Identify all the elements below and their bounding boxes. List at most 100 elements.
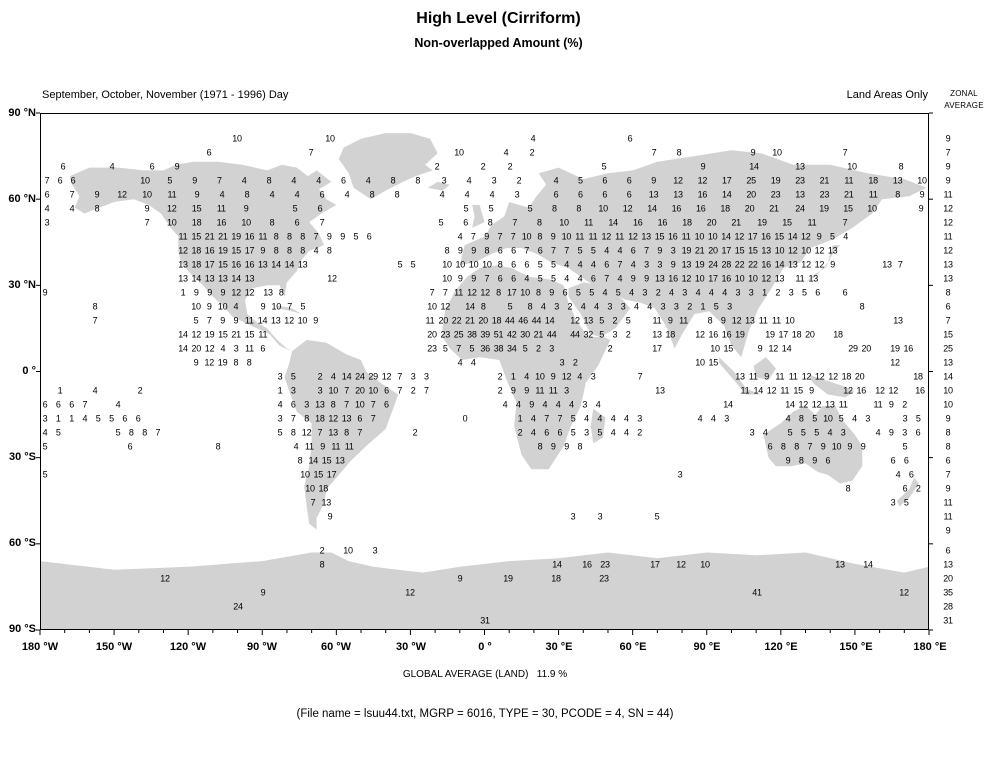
grid-value: 4 bbox=[439, 189, 445, 200]
grid-value: 6 bbox=[294, 217, 300, 228]
grid-value: 17 bbox=[747, 231, 758, 242]
grid-value: 10 bbox=[455, 259, 466, 270]
grid-value: 5 bbox=[570, 427, 576, 438]
grid-value: 4 bbox=[313, 245, 319, 256]
grid-value: 7 bbox=[370, 413, 376, 424]
grid-value: 2 bbox=[687, 301, 692, 312]
grid-value: 9 bbox=[809, 385, 814, 396]
grid-value: 8 bbox=[246, 357, 252, 368]
grid-value: 3 bbox=[612, 329, 618, 340]
grid-value: 4 bbox=[610, 427, 616, 438]
grid-value: 12 bbox=[814, 371, 825, 382]
grid-value: 4 bbox=[617, 245, 623, 256]
longitude-tick-label: 90 °W bbox=[246, 641, 278, 653]
grid-value: 6 bbox=[366, 231, 372, 242]
grid-value: 9 bbox=[888, 427, 894, 438]
grid-value: 4 bbox=[875, 427, 881, 438]
grid-value: 5 bbox=[410, 259, 416, 270]
grid-value: 16 bbox=[667, 231, 678, 242]
grid-value: 18 bbox=[868, 175, 878, 186]
longitude-tick-label: 120 °W bbox=[169, 641, 207, 653]
grid-value: 13 bbox=[893, 315, 903, 326]
grid-value: 3 bbox=[902, 427, 907, 438]
grid-value: 4 bbox=[540, 301, 546, 312]
grid-value: 8 bbox=[244, 189, 250, 200]
longitude-tick-label: 180 °W bbox=[21, 641, 59, 653]
grid-value: 12 bbox=[800, 231, 811, 242]
grid-value: 13 bbox=[315, 399, 325, 410]
grid-value: 10 bbox=[867, 203, 877, 214]
grid-value: 3 bbox=[620, 301, 626, 312]
grid-value: 4 bbox=[316, 175, 321, 186]
grid-value: 12 bbox=[601, 231, 612, 242]
grid-value: 4 bbox=[602, 287, 608, 298]
grid-value: 13 bbox=[257, 259, 268, 270]
grid-value: 13 bbox=[178, 273, 188, 284]
grid-value: 44 bbox=[570, 329, 580, 340]
grid-value: 10 bbox=[559, 217, 569, 228]
grid-value: 12 bbox=[117, 189, 127, 200]
grid-value: 5 bbox=[469, 343, 475, 354]
grid-value: 10 bbox=[831, 441, 842, 452]
grid-value: 6 bbox=[122, 413, 128, 424]
grid-value: 4 bbox=[42, 427, 48, 438]
grid-value: 9 bbox=[918, 203, 924, 214]
grid-value: 4 bbox=[524, 273, 530, 284]
grid-value: 14 bbox=[178, 329, 188, 340]
grid-value: 9 bbox=[42, 287, 48, 298]
grid-value: 8 bbox=[415, 175, 421, 186]
grid-value: 10 bbox=[427, 301, 437, 312]
grid-value: 6 bbox=[60, 161, 66, 172]
grid-value: 10 bbox=[191, 301, 201, 312]
grid-value: 6 bbox=[44, 189, 50, 200]
latitude-tick-label: 90 °N bbox=[8, 107, 36, 119]
zonal-average-value: 9 bbox=[945, 413, 951, 424]
grid-value: 12 bbox=[381, 371, 392, 382]
grid-value: 12 bbox=[440, 301, 451, 312]
grid-value: 8 bbox=[269, 217, 275, 228]
grid-value: 4 bbox=[584, 413, 589, 424]
grid-value: 9 bbox=[651, 175, 656, 186]
grid-value: 6 bbox=[903, 455, 909, 466]
grid-value: 8 bbox=[297, 455, 303, 466]
grid-value: 12 bbox=[798, 399, 809, 410]
grid-value: 19 bbox=[218, 245, 228, 256]
grid-value: 42 bbox=[506, 329, 517, 340]
grid-value: 6 bbox=[149, 161, 155, 172]
grid-value: 4 bbox=[109, 161, 115, 172]
grid-value: 16 bbox=[668, 273, 678, 284]
grid-value: 14 bbox=[781, 343, 792, 354]
grid-value: 9 bbox=[207, 287, 212, 298]
grid-value: 2 bbox=[902, 399, 907, 410]
latitude-tick-label: 60 °N bbox=[8, 193, 36, 205]
grid-value: 3 bbox=[410, 371, 416, 382]
zonal-average-value: 9 bbox=[945, 483, 951, 494]
grid-value: 9 bbox=[820, 441, 826, 452]
grid-value: 10 bbox=[142, 189, 152, 200]
zonal-average-value: 12 bbox=[943, 245, 953, 256]
grid-value: 13 bbox=[774, 273, 785, 284]
grid-value: 19 bbox=[217, 357, 228, 368]
grid-value: 9 bbox=[194, 189, 200, 200]
grid-value: 4 bbox=[220, 343, 226, 354]
grid-value: 12 bbox=[814, 259, 825, 270]
grid-value: 10 bbox=[354, 399, 365, 410]
grid-value: 10 bbox=[442, 259, 452, 270]
grid-value: 32 bbox=[583, 329, 594, 340]
grid-value: 3 bbox=[44, 217, 50, 228]
grid-value: 7 bbox=[524, 245, 530, 256]
land-areas-label: Land Areas Only bbox=[846, 89, 928, 101]
grid-value: 18 bbox=[720, 203, 730, 214]
grid-value: 9 bbox=[667, 315, 673, 326]
grid-value: 8 bbox=[444, 245, 450, 256]
grid-value: 6 bbox=[319, 189, 325, 200]
grid-value: 15 bbox=[231, 245, 241, 256]
grid-value: 4 bbox=[82, 413, 88, 424]
grid-value: 4 bbox=[597, 413, 603, 424]
grid-value: 9 bbox=[657, 245, 663, 256]
grid-value: 8 bbox=[330, 399, 336, 410]
grid-value: 10 bbox=[241, 217, 251, 228]
grid-value: 3 bbox=[642, 287, 648, 298]
grid-value: 7 bbox=[216, 175, 222, 186]
grid-value: 12 bbox=[875, 385, 885, 396]
